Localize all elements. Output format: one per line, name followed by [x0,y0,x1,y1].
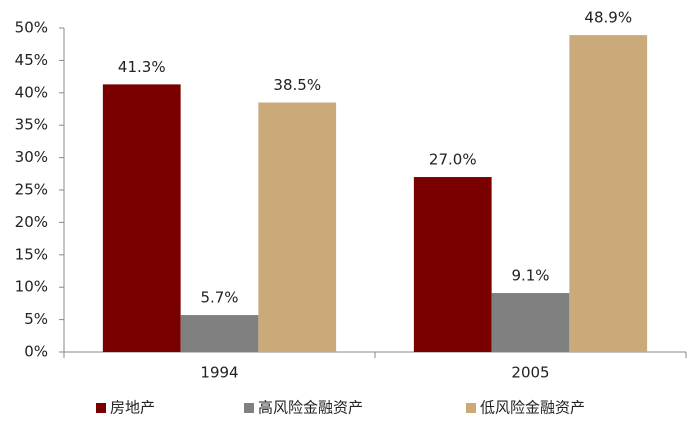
y-tick-label: 10% [15,278,48,296]
x-tick-label: 2005 [511,364,549,382]
y-tick-label: 0% [24,343,48,361]
legend-swatch [466,403,476,413]
legend-swatch [244,403,254,413]
value-label: 5.7% [200,289,238,307]
y-tick-label: 25% [15,181,48,199]
legend-label: 房地产 [110,399,155,417]
y-tick-label: 35% [15,116,48,134]
y-tick-label: 50% [15,19,48,37]
y-tick-label: 30% [15,148,48,166]
y-tick-label: 15% [15,245,48,263]
legend-swatch [96,403,106,413]
bar [180,315,259,352]
value-label: 27.0% [429,151,477,169]
y-tick-label: 20% [15,213,48,231]
x-tick-label: 1994 [200,364,238,382]
y-tick-label: 45% [15,51,48,69]
legend-label: 高风险金融资产 [258,399,363,417]
bar [569,35,648,353]
y-tick-label: 40% [15,83,48,101]
bar [258,102,337,353]
value-label: 41.3% [118,58,166,76]
value-label: 9.1% [511,267,549,285]
bar [102,84,181,352]
bar [491,293,570,352]
value-label: 48.9% [584,9,632,27]
bar [413,177,492,352]
legend-label: 低风险金融资产 [480,399,585,417]
value-label: 38.5% [273,76,321,94]
y-tick-label: 5% [24,310,48,328]
